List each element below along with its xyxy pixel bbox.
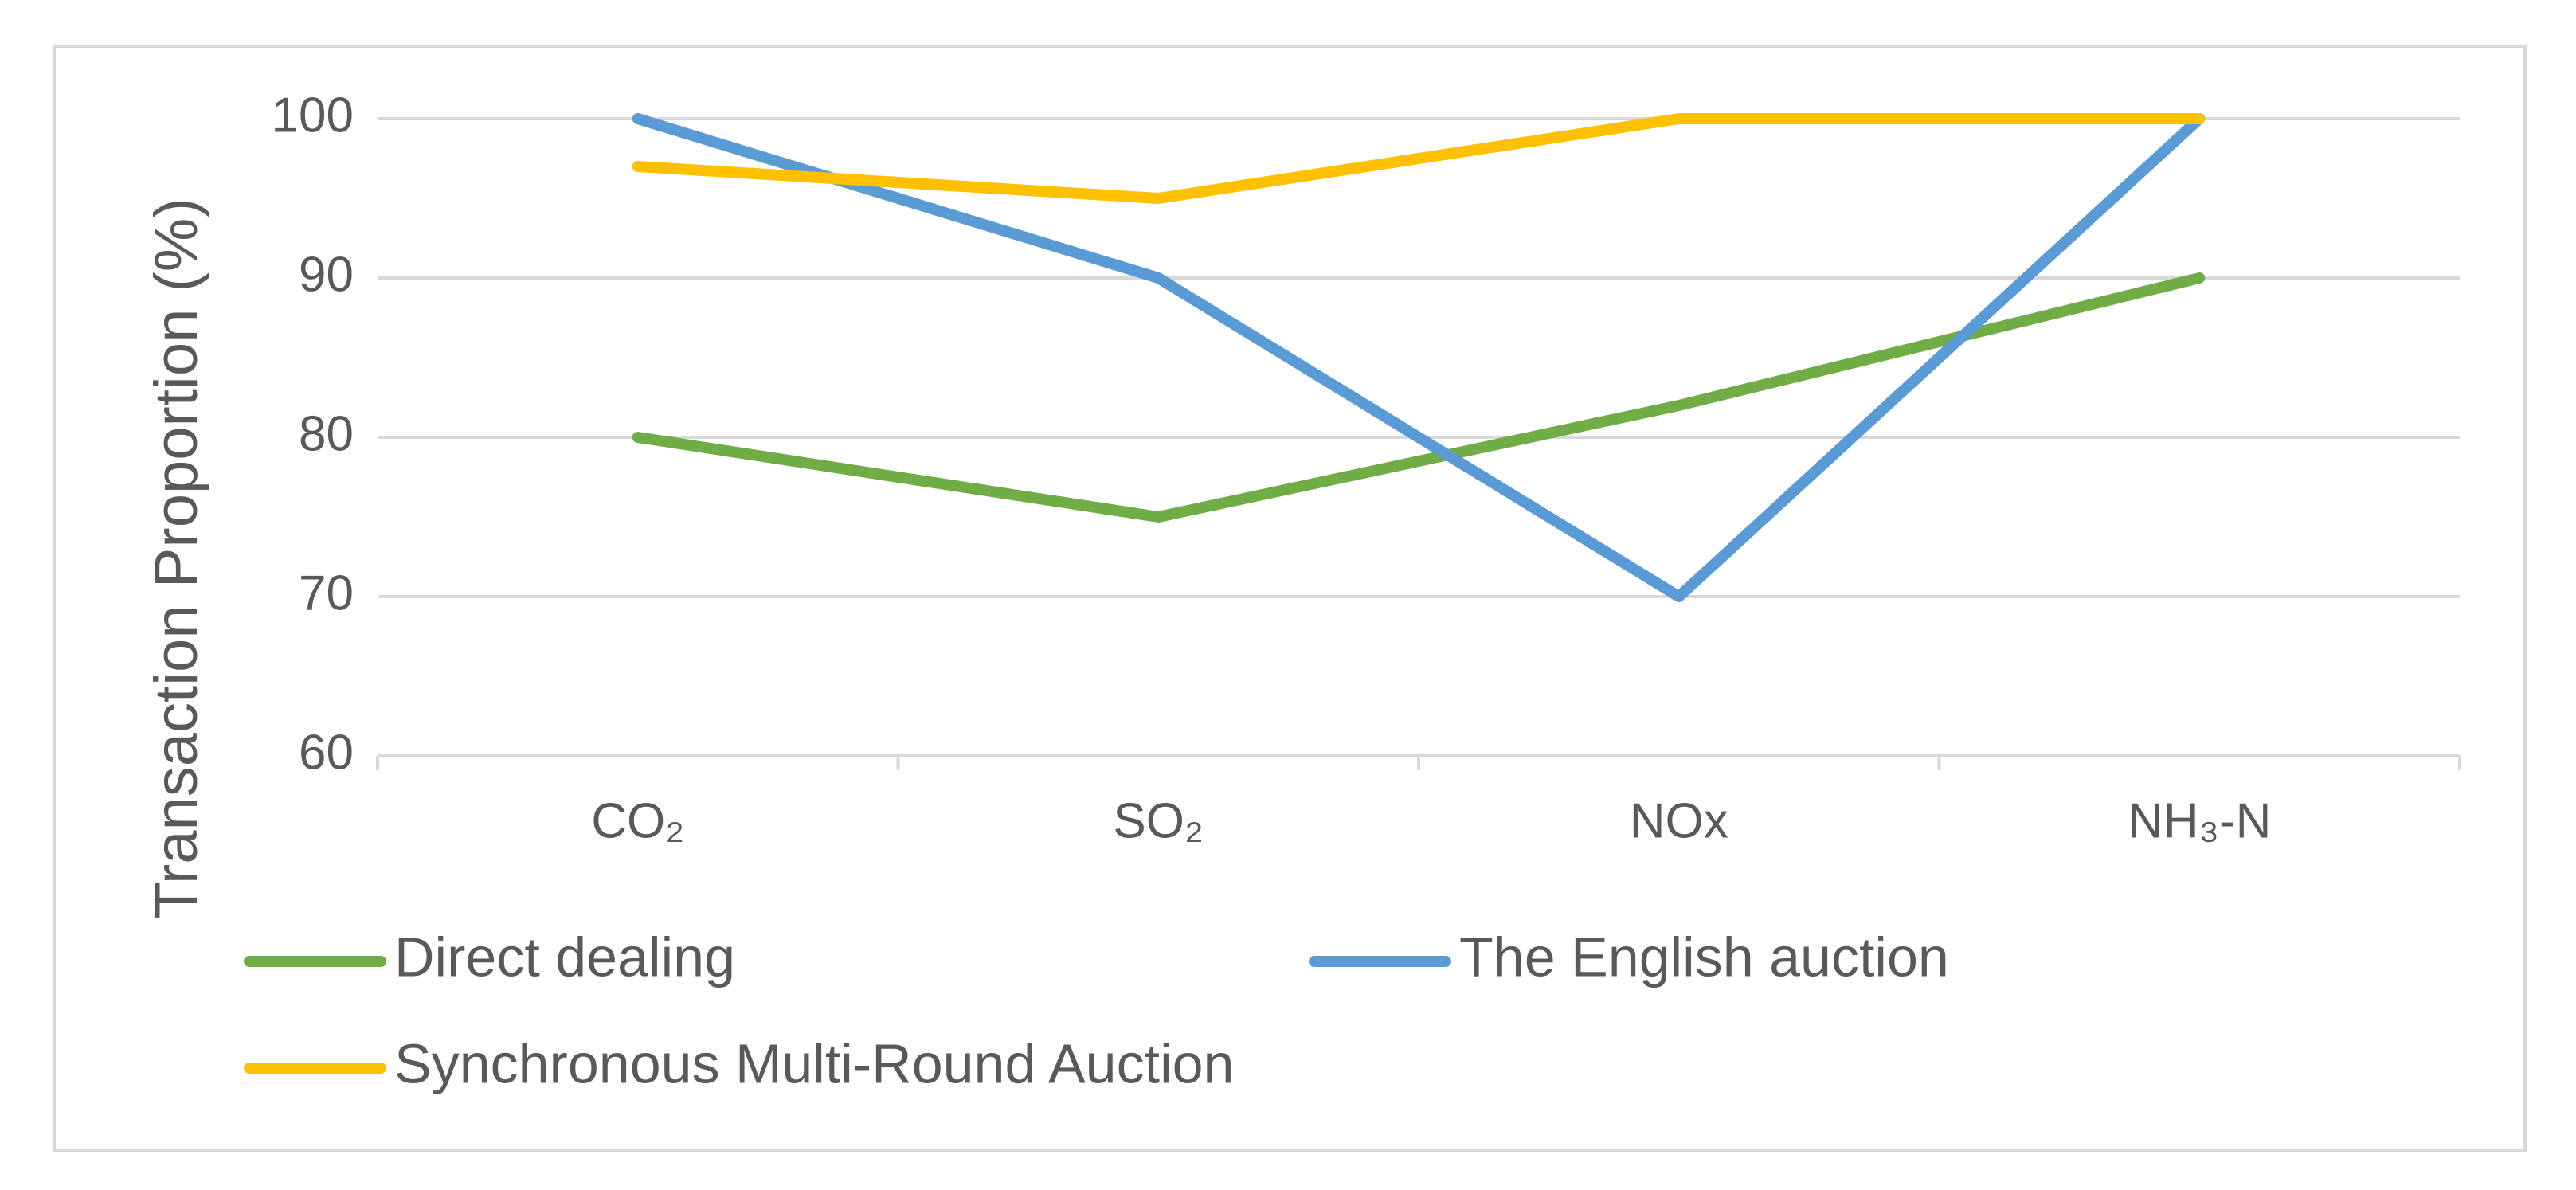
series-line: [632, 113, 2206, 204]
series-line: [632, 272, 2206, 523]
y-axis-title: Transaction Proportion (%): [143, 198, 210, 918]
legend-label: Synchronous Multi-Round Auction: [394, 1032, 1234, 1094]
y-tick-label: 100: [272, 88, 354, 143]
y-tick-label: 60: [299, 725, 354, 780]
x-tick-label: SO₂: [1113, 793, 1204, 848]
y-tick-label: 80: [299, 406, 354, 461]
legend-label: The English auction: [1459, 926, 1949, 988]
x-tick-label: CO₂: [591, 793, 684, 848]
series-line: [632, 113, 2206, 602]
legend-label: Direct dealing: [394, 926, 735, 988]
x-tick-label: NH₃-N: [2128, 793, 2271, 848]
x-tick-label: NOx: [1630, 793, 1728, 848]
y-tick-label: 70: [299, 566, 354, 620]
y-tick-label: 90: [299, 247, 354, 302]
